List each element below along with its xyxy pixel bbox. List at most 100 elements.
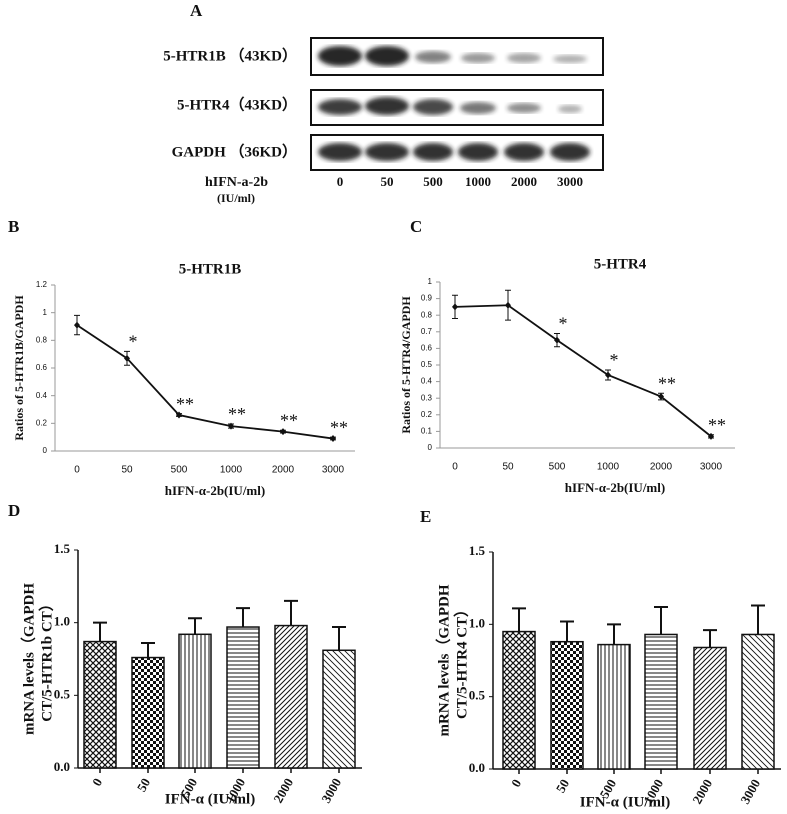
x-axis-label: hIFN-α-2b(IU/ml) <box>165 483 265 498</box>
chart: 0.0 0.5 1.0 1.5 IFN-α (IU/ml) mRNA levels（GAP… <box>434 543 781 810</box>
bar <box>131 656 165 769</box>
band <box>558 105 582 113</box>
y-tick-label: 1 <box>428 277 433 286</box>
significance: ** <box>176 394 194 414</box>
significance: * <box>129 332 138 352</box>
panel-label: D <box>8 501 20 520</box>
panel-label: E <box>420 507 431 526</box>
y-tick-label: 0.9 <box>421 294 433 303</box>
dose-label: 3000 <box>557 174 583 189</box>
y-tick-label: 1.2 <box>36 280 48 289</box>
error-bar <box>512 607 526 632</box>
x-tick-label: 0 <box>89 775 105 788</box>
error-bar <box>236 607 250 628</box>
bar <box>644 633 678 770</box>
x-tick-label: 3000 <box>322 465 345 476</box>
y-tick-label: 0.7 <box>421 327 433 336</box>
y-tick-label: 0.6 <box>421 344 433 353</box>
treatment-label: hIFN-a-2b <box>205 175 268 190</box>
x-tick-label: 1000 <box>220 465 243 476</box>
marker <box>554 336 560 344</box>
error-bar <box>93 621 107 642</box>
band <box>553 55 587 63</box>
dose-label: 1000 <box>465 174 491 189</box>
y-axis-label: mRNA levels（GAPDH <box>19 583 37 735</box>
y-axis-label: Ratios of 5-HTR1B/GAPDH <box>12 295 26 441</box>
y-tick-label: 0.8 <box>421 310 433 319</box>
marker <box>176 411 182 419</box>
error-bar <box>141 642 155 658</box>
bar <box>178 633 212 769</box>
y-tick-label: 0 <box>43 446 48 455</box>
y-tick-label: 0 <box>428 443 433 452</box>
significance: * <box>610 350 619 370</box>
marker <box>228 422 234 430</box>
y-tick-label: 0.2 <box>36 418 48 427</box>
x-axis-label: hIFN-α-2b(IU/ml) <box>565 480 665 495</box>
band <box>415 51 451 63</box>
bands <box>318 46 590 161</box>
y-tick-label: 1.0 <box>54 614 70 629</box>
significance: ** <box>658 373 676 393</box>
chart-title: 5-HTR1B <box>179 261 242 277</box>
x-tick-label: 3000 <box>318 775 344 805</box>
error-bar <box>560 620 574 642</box>
y-tick-label: 1 <box>43 308 48 317</box>
x-axis-label: IFN-α (IU/ml) <box>580 794 670 810</box>
y-tick-label: 0.6 <box>36 363 48 372</box>
y-axis-label: CT/5-HTR1b CT） <box>37 596 55 721</box>
y-tick-label: 0.5 <box>469 688 486 703</box>
y-tick-label: 1.5 <box>469 543 486 558</box>
bar <box>226 626 260 769</box>
marker <box>330 435 336 443</box>
y-axis-label: CT/5-HTR4 CT） <box>452 602 470 719</box>
blot-row-label: 5-HTR1B （43KD） <box>163 46 297 64</box>
x-tick-label: 0 <box>508 776 524 789</box>
band <box>507 103 541 113</box>
error-bar <box>332 626 346 651</box>
y-axis-label: mRNA levels（GAPDH <box>434 584 452 736</box>
band <box>318 143 362 161</box>
x-axis-label: IFN-α (IU/ml) <box>165 791 255 807</box>
bar <box>741 633 775 770</box>
band <box>365 46 409 66</box>
blot-row-label: 5-HTR4（43KD） <box>177 95 297 113</box>
blot-row-label: GAPDH （36KD） <box>172 142 297 160</box>
error-bar <box>188 617 202 635</box>
bar <box>502 630 536 770</box>
y-tick-label: 0.0 <box>54 759 70 774</box>
panel-label: A <box>190 1 203 20</box>
band <box>507 53 541 63</box>
y-tick-label: 0.4 <box>421 377 433 386</box>
band <box>461 53 495 63</box>
marker <box>74 321 80 329</box>
x-tick-label: 1000 <box>597 462 620 473</box>
band <box>413 99 453 115</box>
panel-label: C <box>410 217 422 236</box>
bar <box>274 624 308 769</box>
chart: 0 0.1 0.2 0.3 0.4 0.5 0.6 0.7 0.8 0.9 1 5-HTR4 hIFN-… <box>399 256 735 495</box>
y-tick-label: 0.2 <box>421 410 433 419</box>
band <box>504 143 544 161</box>
bar <box>83 640 117 769</box>
chart: 0.0 0.5 1.0 1.5 IFN-α (IU/ml) mRNA levels（GAP… <box>19 541 362 807</box>
marker <box>505 301 511 309</box>
x-tick-label: 2000 <box>270 775 296 805</box>
band <box>318 99 362 115</box>
line <box>76 324 334 440</box>
band <box>458 143 498 161</box>
dose-label: 0 <box>337 174 344 189</box>
chart-title: 5-HTR4 <box>594 256 647 272</box>
y-tick-label: 0.8 <box>36 335 48 344</box>
dose-label: 500 <box>423 174 443 189</box>
bar <box>550 640 584 770</box>
error-bar <box>751 604 765 635</box>
marker <box>658 393 664 401</box>
band <box>413 143 453 161</box>
x-tick-label: 2000 <box>650 462 673 473</box>
x-tick-label: 50 <box>134 775 153 794</box>
y-tick-label: 1.0 <box>469 615 485 630</box>
bar <box>322 649 356 769</box>
x-tick-label: 0 <box>452 462 458 473</box>
